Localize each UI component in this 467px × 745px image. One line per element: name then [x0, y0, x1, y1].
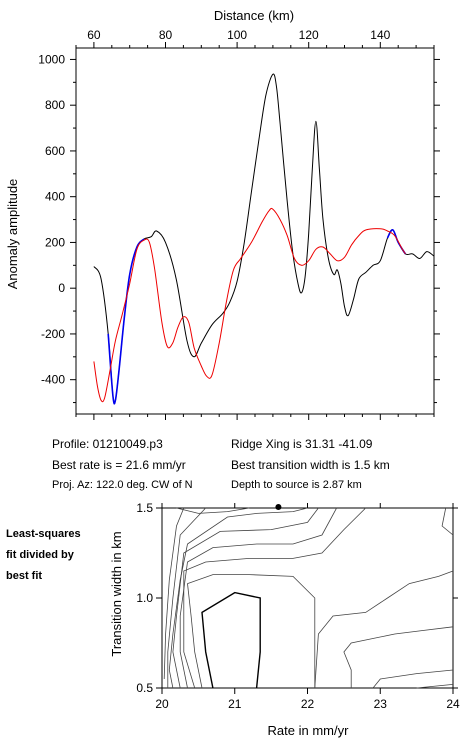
tick-labels: 20 21 22 23 24 0.5 1.0 1.5	[136, 501, 460, 711]
contour-line	[183, 507, 366, 689]
best-rate-text: Best rate is = 21.6 mm/yr	[52, 458, 186, 472]
contour-line	[372, 669, 454, 689]
plot-frame	[161, 507, 454, 689]
misfit-contour-chart: Rate in mm/yr Transition width in km 20 2…	[109, 501, 460, 738]
y-tick-label: -200	[41, 327, 65, 341]
x-tick-label: 24	[446, 697, 460, 711]
y-axis-label: Anomaly amplitude	[5, 179, 20, 290]
contour-line	[314, 570, 454, 689]
contour-line	[179, 507, 337, 689]
contour-line	[163, 507, 185, 680]
y-tick-label: 600	[45, 144, 65, 158]
series-line	[93, 207, 406, 403]
best-fit-marker	[275, 504, 282, 510]
x-axis-label: Rate in mm/yr	[268, 723, 350, 738]
plot-frame	[75, 47, 435, 415]
x-tick-label: 60	[87, 28, 101, 42]
contour-line	[416, 684, 454, 689]
y-axis-label: Transition width in km	[109, 531, 124, 656]
x-tick-label: 140	[370, 28, 390, 42]
caption-line: fit divided by	[6, 549, 74, 561]
proj-az-text: Proj. Az: 122.0 deg. CW of N	[52, 479, 193, 491]
profile-text: Profile: 01210049.p3	[52, 437, 163, 451]
y-tick-label: 1.0	[136, 591, 153, 605]
anomaly-chart: Distance (km) Anomaly amplitude 60 80 100 1…	[5, 8, 440, 420]
y-tick-label: 400	[45, 190, 65, 204]
x-tick-label: 80	[159, 28, 173, 42]
caption-line: Least-squares	[6, 528, 81, 540]
y-tick-label: 200	[45, 235, 65, 249]
depth-text: Depth to source is 2.87 km	[231, 479, 362, 491]
series-line	[107, 238, 145, 405]
x-tick-label: 21	[228, 697, 242, 711]
x-tick-label: 120	[299, 28, 319, 42]
contour-caption: Least-squares fit divided by best fit	[6, 524, 81, 587]
y-tick-label: -400	[41, 373, 65, 387]
tick-marks	[156, 503, 458, 694]
ridge-xing-text: Ridge Xing is 31.31 -41.09	[231, 437, 373, 451]
y-tick-label: 1.5	[136, 501, 153, 515]
x-tick-label: 22	[301, 697, 315, 711]
contour-line	[343, 626, 454, 688]
y-tick-label: 0	[58, 281, 65, 295]
best-width-text: Best transition width is 1.5 km	[231, 458, 390, 472]
contour-line	[167, 507, 206, 688]
contour-line	[187, 574, 316, 689]
contour-line	[201, 591, 261, 689]
tick-marks	[70, 42, 440, 420]
contour-line	[176, 507, 250, 514]
contour-line	[441, 507, 454, 536]
x-tick-label: 20	[155, 697, 169, 711]
contour-line	[172, 507, 319, 689]
best-fit-dot	[275, 504, 282, 510]
series-line	[93, 73, 435, 405]
caption-line: best fit	[6, 570, 43, 582]
y-tick-label: 0.5	[136, 681, 153, 695]
x-tick-label: 100	[227, 28, 247, 42]
y-tick-label: 800	[45, 98, 65, 112]
contour-line	[168, 507, 308, 689]
tick-labels: 60 80 100 120 140 -400 -200 0 200 400 600 800 1000	[38, 28, 390, 387]
series-lines	[93, 73, 435, 405]
y-tick-label: 1000	[38, 52, 65, 66]
contour-lines	[163, 507, 454, 689]
x-axis-label: Distance (km)	[214, 8, 294, 23]
x-tick-label: 23	[374, 697, 388, 711]
